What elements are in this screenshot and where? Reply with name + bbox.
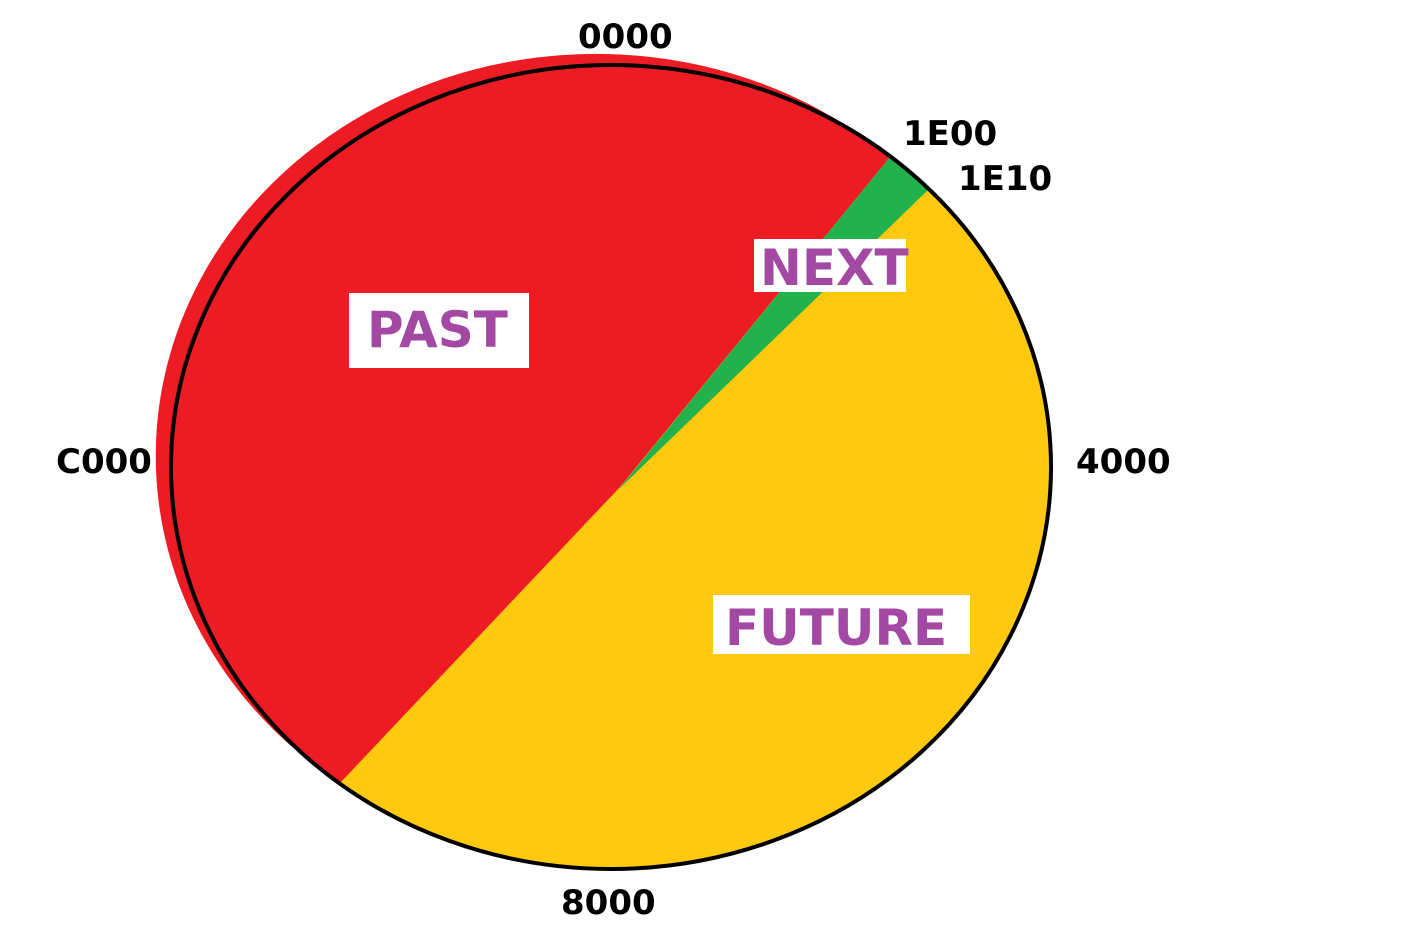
tick-next-end: 1E10 bbox=[958, 159, 1052, 199]
past-label: PAST bbox=[349, 293, 529, 368]
tick-left: C000 bbox=[56, 442, 152, 482]
tick-top: 0000 bbox=[578, 17, 673, 57]
tick-right: 4000 bbox=[1076, 442, 1171, 482]
circle-outline bbox=[169, 63, 1053, 871]
future-label: FUTURE bbox=[713, 595, 970, 654]
tick-next-start: 1E00 bbox=[903, 114, 997, 154]
next-label: NEXT bbox=[754, 239, 909, 293]
tick-bottom: 8000 bbox=[561, 883, 656, 923]
past-region bbox=[155, 53, 890, 784]
